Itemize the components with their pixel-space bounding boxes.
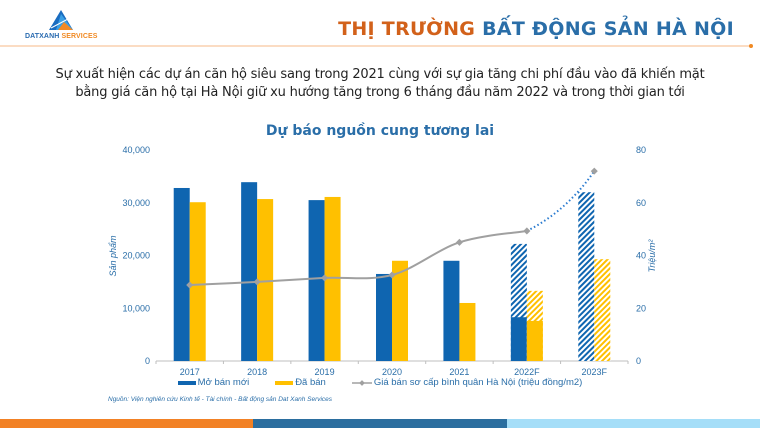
line-marker xyxy=(590,167,598,175)
x-tick: 2017 xyxy=(180,367,200,377)
price-line-series xyxy=(186,167,598,289)
legend-swatch-blue xyxy=(177,380,196,385)
page-title-part2: BẤT ĐỘNG SẢN HÀ NỘI xyxy=(482,18,734,40)
logo-brand-secondary: SERVICES xyxy=(61,33,98,40)
legend-line-marker-icon xyxy=(351,379,372,386)
header-divider-dot xyxy=(749,44,753,48)
legend-item-price: Giá bán sơ cấp bình quân Hà Nội (triệu đ… xyxy=(351,377,583,388)
left-y-tick: 0 xyxy=(145,356,150,366)
x-tick: 2018 xyxy=(247,367,267,377)
intro-text: Sự xuất hiện các dự án căn hộ siêu sang … xyxy=(55,67,705,100)
chart-title: Dự báo nguồn cung tương lai xyxy=(265,123,495,139)
legend-label: Đã bán xyxy=(295,377,326,388)
x-axis: 2017 2018 2019 2020 2021 2022F 2023F xyxy=(155,360,629,377)
x-tick: 2021 xyxy=(449,367,469,377)
logo-brand-primary: DATXANH xyxy=(25,33,60,40)
x-tick: 2023F xyxy=(582,367,608,377)
line-marker xyxy=(321,274,329,282)
company-logo: DATXANH SERVICES xyxy=(22,10,102,44)
legend-label: Mở bán mới xyxy=(197,377,250,388)
right-y-axis-label: Triệu/m² xyxy=(647,239,657,273)
page-title-part1: THỊ TRƯỜNG xyxy=(338,18,476,40)
legend-item-new-launch: Mở bán mới xyxy=(177,377,250,388)
bar xyxy=(324,196,341,361)
line-marker xyxy=(388,271,396,279)
footer-segment-lightblue xyxy=(506,419,760,428)
right-y-tick: 60 xyxy=(636,198,646,208)
line-marker xyxy=(523,227,531,235)
left-y-tick: 20,000 xyxy=(122,251,150,261)
source-note: Nguồn: Viện nghiên cứu Kinh tế - Tài chí… xyxy=(108,396,333,403)
left-y-tick: 30,000 xyxy=(122,198,150,208)
logo-text: DATXANH SERVICES xyxy=(25,33,98,40)
right-y-tick: 40 xyxy=(636,251,646,261)
bar xyxy=(443,260,460,361)
bar-forecast xyxy=(594,259,611,361)
right-y-tick: 80 xyxy=(636,145,646,155)
line-marker xyxy=(455,238,463,246)
footer-segment-orange xyxy=(0,419,254,428)
x-tick: 2022F xyxy=(514,367,540,377)
bar-actual xyxy=(526,320,543,361)
left-y-tick: 10,000 xyxy=(122,303,150,313)
legend-swatch-yellow xyxy=(275,380,294,385)
legend-label: Giá bán sơ cấp bình quân Hà Nội (triệu đ… xyxy=(373,377,583,388)
bar xyxy=(308,200,325,361)
chart-legend: Mở bán mới Đã bán Giá bán sơ cấp bình qu… xyxy=(0,377,760,388)
right-y-tick: 20 xyxy=(636,303,646,313)
line-marker xyxy=(253,278,261,286)
triangle-logo-icon xyxy=(49,10,73,30)
bar xyxy=(376,273,392,361)
left-y-axis-label: Sản phẩm xyxy=(108,235,118,277)
bar-forecast xyxy=(578,192,595,361)
legend-item-sold: Đã bán xyxy=(275,377,326,388)
footer-segment-blue xyxy=(253,419,507,428)
right-y-axis: 0 20 40 60 80 xyxy=(636,145,646,366)
left-y-axis: 0 10,000 20,000 30,000 40,000 xyxy=(122,145,150,366)
bar xyxy=(257,199,274,361)
footer-color-bar xyxy=(0,419,760,428)
bar xyxy=(189,202,206,361)
bar xyxy=(459,302,476,361)
left-y-tick: 40,000 xyxy=(122,145,150,155)
bar xyxy=(173,187,190,361)
x-tick: 2019 xyxy=(315,367,335,377)
line-marker xyxy=(186,281,194,289)
bar xyxy=(392,260,408,361)
right-y-tick: 0 xyxy=(636,356,641,366)
bar-series xyxy=(173,182,611,361)
bar-actual xyxy=(510,317,527,361)
page-title: THỊ TRƯỜNG BẤT ĐỘNG SẢN HÀ NỘI xyxy=(338,18,734,40)
bar xyxy=(241,182,258,361)
header-divider xyxy=(0,45,752,47)
x-tick: 2020 xyxy=(382,367,402,377)
